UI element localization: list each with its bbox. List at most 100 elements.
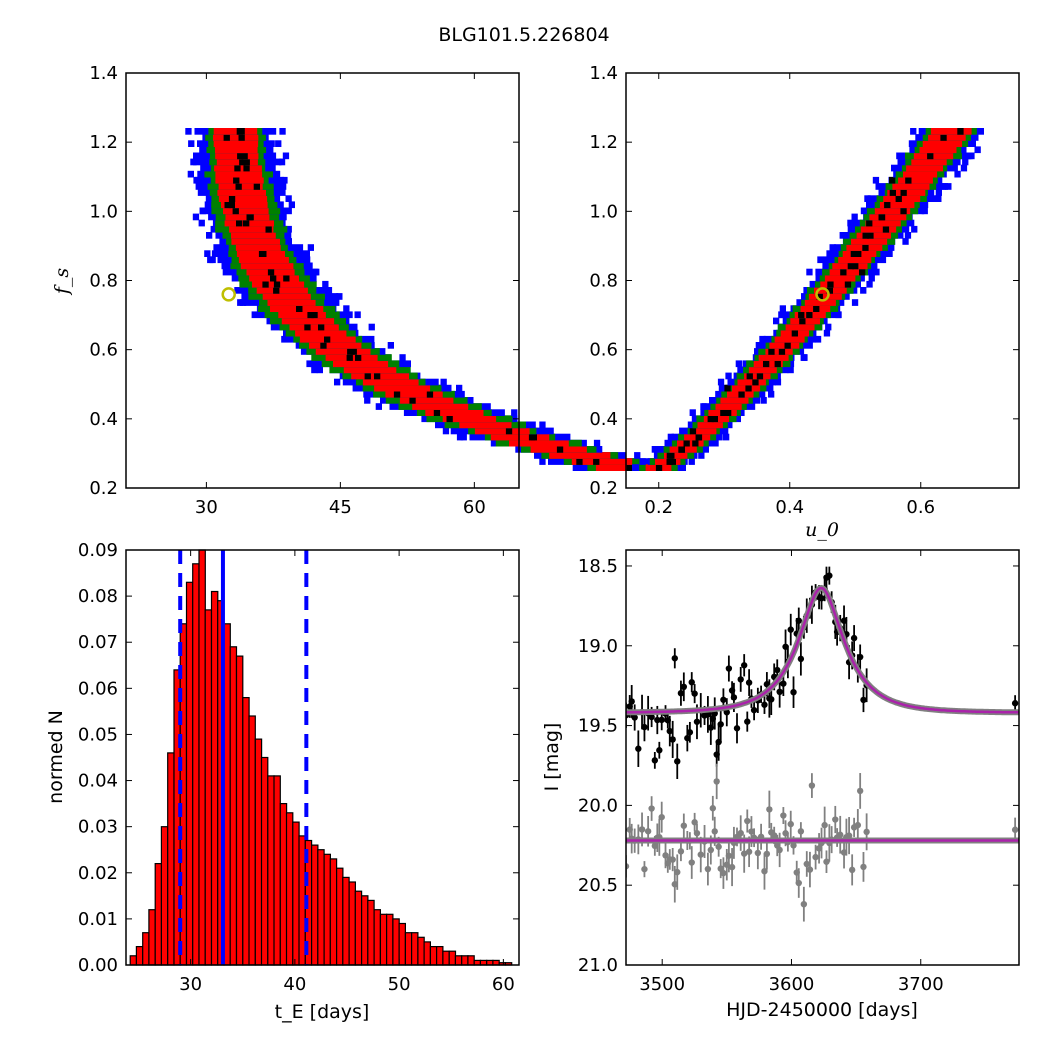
fs-vs-te-core-cell	[283, 274, 290, 282]
te-histogram-ytick-label: 0.02	[78, 863, 118, 884]
fs-vs-te-cell	[278, 158, 286, 166]
fs-vs-u0-cell	[935, 195, 942, 202]
fs-vs-te-cell	[190, 158, 197, 166]
fs-vs-te-core-cell	[265, 225, 272, 233]
histogram-bar	[454, 955, 463, 966]
fs-vs-u0-cell	[829, 244, 836, 251]
residual-point	[780, 812, 787, 819]
histogram-bar	[154, 862, 163, 966]
fs-vs-u0-cell	[774, 335, 805, 343]
fs-vs-te-heatmap	[185, 128, 679, 471]
fs-vs-u0-core-cell	[862, 232, 869, 239]
fs-vs-te-core-cell	[324, 335, 331, 343]
fs-vs-u0-cell	[667, 433, 674, 441]
residual-point	[795, 879, 802, 887]
fs-vs-te-core-cell	[505, 427, 513, 435]
fs-vs-u0-ytick-label: 0.8	[589, 271, 618, 292]
fs-vs-te-core-cell	[364, 372, 371, 380]
fs-vs-u0-cell	[651, 446, 658, 453]
light-curve-plot	[626, 566, 1019, 922]
fs-vs-te-cell	[204, 250, 211, 257]
residual-point	[812, 853, 819, 861]
fs-vs-te-core-cell	[253, 183, 260, 190]
fs-vs-u0-core-cell	[840, 268, 847, 276]
te-histogram-xtick-label: 60	[492, 974, 515, 995]
histogram-bar	[317, 849, 325, 966]
te-histogram-ytick-label: 0.04	[78, 771, 118, 792]
residual-point	[832, 816, 839, 823]
data-point	[826, 572, 833, 579]
fs-vs-u0-cell	[873, 268, 880, 276]
te-histogram-xtick-label: 30	[179, 974, 202, 995]
fs-vs-te-cell	[199, 207, 206, 215]
fs-vs-u0-cell	[851, 238, 888, 245]
histogram-bar	[411, 932, 419, 966]
data-point	[648, 713, 655, 721]
fs-vs-te-cell	[281, 176, 288, 184]
fs-vs-u0-cell	[865, 219, 901, 227]
fs-vs-u0-core-cell	[826, 287, 833, 294]
fs-vs-u0-cell	[869, 213, 907, 221]
histogram-bar	[273, 775, 281, 966]
fs-vs-te-cell	[354, 311, 361, 319]
fs-vs-te-cell	[213, 128, 258, 135]
fs-vs-u0-cell	[868, 274, 875, 282]
fs-vs-te-cell	[571, 458, 633, 465]
te-histogram-bars	[129, 549, 513, 966]
fs-vs-te-cell	[412, 403, 469, 410]
fs-vs-te-core-cell	[239, 158, 246, 166]
data-point	[656, 747, 663, 754]
fs-vs-u0-core-cell	[866, 219, 873, 227]
fs-vs-te-cell	[440, 378, 447, 386]
fs-vs-u0-core-cell	[695, 433, 702, 441]
residual-point	[770, 832, 778, 839]
fs-vs-u0-cell	[720, 397, 749, 404]
residual-point	[688, 859, 695, 866]
fs-vs-te-cell	[490, 433, 550, 441]
fs-vs-te-cell	[343, 305, 350, 312]
fs-vs-u0-core-cell	[844, 280, 852, 288]
residual-point	[745, 848, 753, 855]
fs-vs-u0-cell	[903, 170, 938, 178]
fs-vs-u0-core-cell	[927, 152, 934, 160]
fs-vs-te-xtick-label: 45	[329, 497, 352, 518]
fs-vs-te-cell	[240, 262, 294, 270]
fs-vs-te-core-cell	[243, 164, 250, 172]
fs-vs-te-core-cell	[267, 268, 275, 276]
fs-vs-u0-cell	[960, 164, 968, 172]
data-point	[666, 727, 673, 735]
histogram-bar	[229, 646, 238, 966]
fs-vs-te-cell	[387, 342, 394, 349]
fs-vs-te-cell	[231, 232, 276, 239]
fs-vs-te-cell	[539, 421, 546, 429]
fs-vs-u0-cell	[801, 354, 808, 361]
te-histogram-ytick-label: 0.05	[78, 724, 118, 745]
fs-vs-te-cell	[282, 152, 290, 160]
fs-vs-u0-cell	[928, 134, 966, 141]
residual-point	[693, 829, 701, 837]
residual-point	[644, 828, 652, 835]
histogram-bar	[423, 941, 432, 966]
fs-vs-u0-cell	[856, 232, 891, 239]
fs-vs-u0-core-cell	[889, 176, 896, 184]
histogram-bar	[204, 609, 213, 966]
fs-vs-te-cell	[307, 244, 314, 251]
residual-point	[800, 900, 808, 908]
residual-point	[697, 851, 704, 858]
data-point	[780, 680, 787, 687]
data-point	[717, 721, 724, 728]
fs-vs-u0-core-cell	[900, 189, 907, 196]
fs-vs-u0-cell	[759, 335, 766, 343]
histogram-bar	[386, 913, 394, 966]
light-curve-ytick-label: 19.5	[578, 716, 618, 737]
fs-vs-te-cell	[509, 439, 569, 447]
fs-vs-u0-core-cell	[692, 439, 699, 447]
fs-vs-u0-core-cell	[798, 311, 805, 319]
fs-vs-te-cell	[315, 348, 371, 355]
fs-vs-u0-cell	[847, 219, 854, 227]
fs-vs-u0-cell	[941, 183, 948, 190]
fs-vs-u0-core-cell	[855, 250, 862, 257]
residual-point	[674, 868, 681, 876]
fs-vs-u0-cell	[851, 213, 858, 221]
fs-vs-u0-cell	[787, 366, 794, 374]
